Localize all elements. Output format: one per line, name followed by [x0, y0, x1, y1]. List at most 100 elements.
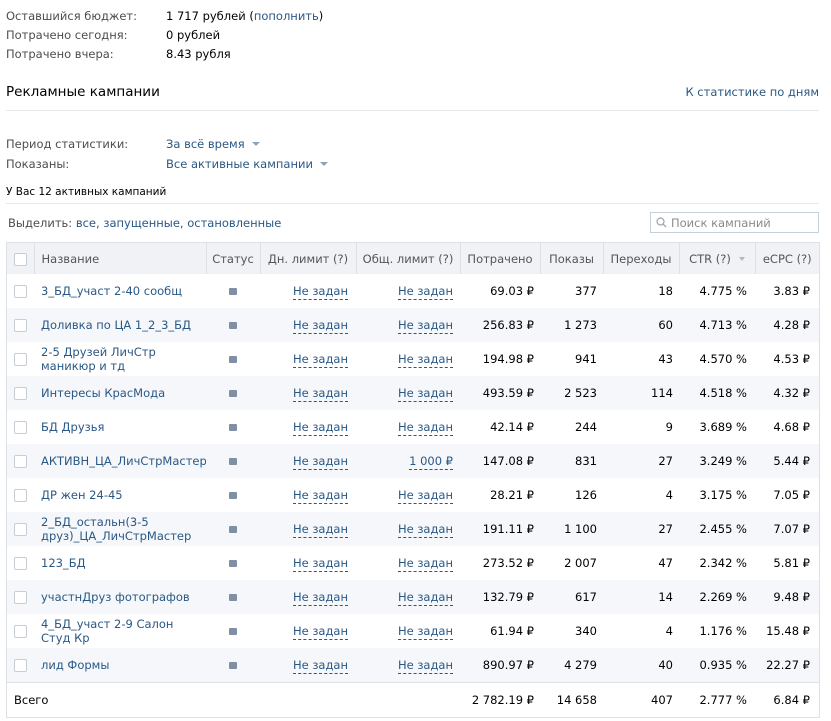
status-cell	[206, 376, 260, 410]
total-limit-value[interactable]: Не задан	[397, 420, 453, 436]
campaign-name-link[interactable]: 2-5 Друзей ЛичСтр маникюр и тд	[41, 345, 156, 373]
spent-value: 890.97 ₽	[460, 648, 540, 682]
status-stopped-icon[interactable]	[229, 424, 237, 431]
total-spent: 2 782.19 ₽	[460, 681, 540, 717]
day-limit-value[interactable]: Не задан	[292, 420, 348, 436]
day-limit-value[interactable]: Не задан	[292, 454, 348, 470]
day-limit-value[interactable]: Не задан	[292, 488, 348, 504]
status-stopped-icon[interactable]	[229, 458, 237, 465]
row-checkbox[interactable]	[14, 353, 27, 366]
day-limit-cell: Не задан	[260, 342, 356, 376]
views-value: 831	[540, 444, 603, 478]
row-checkbox[interactable]	[14, 557, 27, 570]
total-limit-value[interactable]: Не задан	[397, 522, 453, 538]
ecpc-value: 15.48 ₽	[766, 624, 810, 638]
table-row: 123_БД Не задан Не задан 273.52 ₽ 2 007 …	[7, 546, 819, 580]
header-total-limit[interactable]: Общ. лимит (?)	[356, 243, 461, 274]
row-checkbox-cell	[7, 580, 34, 614]
day-limit-cell: Не задан	[260, 580, 356, 614]
select-all-checkbox[interactable]	[13, 252, 27, 266]
daily-stats-link[interactable]: К статистике по дням	[685, 85, 819, 99]
header-status[interactable]: Статус	[206, 243, 261, 274]
total-limit-value[interactable]: Не задан	[397, 488, 453, 504]
views-value: 1 100	[540, 512, 603, 546]
status-stopped-icon[interactable]	[229, 594, 237, 601]
period-dropdown[interactable]: За всё время	[166, 137, 260, 151]
row-checkbox[interactable]	[14, 421, 27, 434]
campaign-name-link[interactable]: АКТИВН_ЦА_ЛичСтрМастера	[41, 454, 206, 468]
total-limit-value[interactable]: Не задан	[397, 386, 453, 402]
status-stopped-icon[interactable]	[229, 356, 237, 363]
row-checkbox[interactable]	[14, 658, 27, 672]
total-limit-value[interactable]: Не задан	[397, 657, 453, 674]
day-limit-value[interactable]: Не задан	[292, 657, 348, 674]
table-row: участнДруз фотографов Не задан Не задан …	[7, 580, 819, 614]
total-limit-value[interactable]: Не задан	[397, 590, 453, 606]
campaign-name-link[interactable]: 2_БД_остальн(3-5 друз)_ЦА_ЛичСтрМастер	[41, 515, 192, 543]
header-spent[interactable]: Потрачено	[460, 243, 541, 274]
total-limit-value[interactable]: Не задан	[397, 352, 453, 368]
row-checkbox[interactable]	[14, 285, 27, 298]
status-stopped-icon[interactable]	[229, 628, 237, 635]
row-checkbox[interactable]	[14, 387, 27, 400]
clicks-value: 47	[658, 556, 673, 570]
day-limit-value[interactable]: Не задан	[292, 352, 348, 368]
spent-value: 28.21 ₽	[490, 488, 534, 502]
row-checkbox[interactable]	[14, 591, 27, 604]
select-all-link[interactable]: все	[75, 216, 97, 230]
campaign-name-link[interactable]: 123_БД	[41, 556, 86, 570]
total-limit-value[interactable]: Не задан	[397, 318, 453, 334]
status-stopped-icon[interactable]	[229, 390, 237, 397]
day-limit-value[interactable]: Не задан	[292, 556, 348, 572]
row-checkbox[interactable]	[14, 455, 27, 468]
status-stopped-icon[interactable]	[229, 560, 237, 567]
total-limit-value[interactable]: Не задан	[397, 556, 453, 572]
ctr-value: 4.570 %	[699, 352, 747, 366]
total-limit-value[interactable]: Не задан	[397, 624, 453, 640]
header-day-limit[interactable]: Дн. лимит (?)	[260, 243, 357, 274]
total-limit-value[interactable]: 1 000 ₽	[409, 454, 453, 470]
header-clicks[interactable]: Переходы	[603, 243, 680, 274]
total-limit-value[interactable]: Не задан	[397, 284, 453, 300]
header-name[interactable]: Название	[34, 243, 207, 274]
status-stopped-icon[interactable]	[229, 526, 237, 533]
day-limit-cell: Не задан	[260, 478, 356, 512]
day-limit-value[interactable]: Не задан	[292, 590, 348, 606]
status-stopped-icon[interactable]	[229, 492, 237, 499]
campaign-name-link[interactable]: участнДруз фотографов	[41, 590, 190, 604]
header-ecpc[interactable]: eCPC (?)	[755, 243, 819, 274]
row-checkbox[interactable]	[14, 489, 27, 502]
campaign-name-link[interactable]: Доливка по ЦА 1_2_3_БД	[41, 318, 192, 332]
select-running-link[interactable]: запущенные	[103, 216, 180, 230]
campaign-name-link[interactable]: 4_БД_участ 2-9 Салон Студ Кр	[41, 617, 174, 645]
row-checkbox[interactable]	[14, 625, 27, 638]
day-limit-value[interactable]: Не задан	[292, 624, 348, 640]
name-cell: Интересы КрасМода	[34, 376, 206, 410]
campaign-name-link[interactable]: лид Формы	[41, 657, 110, 672]
header-views[interactable]: Показы	[540, 243, 604, 274]
day-limit-value[interactable]: Не задан	[292, 284, 348, 300]
select-stopped-link[interactable]: остановленные	[187, 216, 282, 230]
day-limit-value[interactable]: Не задан	[292, 522, 348, 538]
total-ctr: 2.777 %	[679, 681, 755, 717]
spent-value: 493.59 ₽	[460, 376, 540, 410]
campaign-name-link[interactable]: Интересы КрасМода	[41, 386, 166, 400]
campaign-name-link[interactable]: БД Друзья	[41, 420, 105, 434]
status-stopped-icon[interactable]	[229, 322, 237, 329]
header-ctr[interactable]: CTR (?)	[679, 243, 756, 274]
campaign-name-link[interactable]: 3_БД_участ 2-40 сообщ	[41, 284, 183, 298]
row-checkbox[interactable]	[14, 523, 27, 536]
table-row: БД Друзья Не задан Не задан 42.14 ₽ 244 …	[7, 410, 819, 444]
spent-value: 273.52 ₽	[482, 556, 534, 570]
status-stopped-icon[interactable]	[229, 661, 237, 669]
status-stopped-icon[interactable]	[229, 288, 237, 295]
shown-dropdown[interactable]: Все активные кампании	[166, 157, 328, 171]
total-limit-cell: Не задан	[356, 308, 460, 342]
day-limit-value[interactable]: Не задан	[292, 318, 348, 334]
ecpc-value: 4.68 ₽	[773, 420, 810, 434]
day-limit-value[interactable]: Не задан	[292, 386, 348, 402]
row-checkbox[interactable]	[14, 319, 27, 332]
top-up-link[interactable]: пополнить	[253, 8, 319, 23]
search-input[interactable]	[671, 215, 811, 230]
campaign-name-link[interactable]: ДР жен 24-45	[41, 488, 123, 502]
